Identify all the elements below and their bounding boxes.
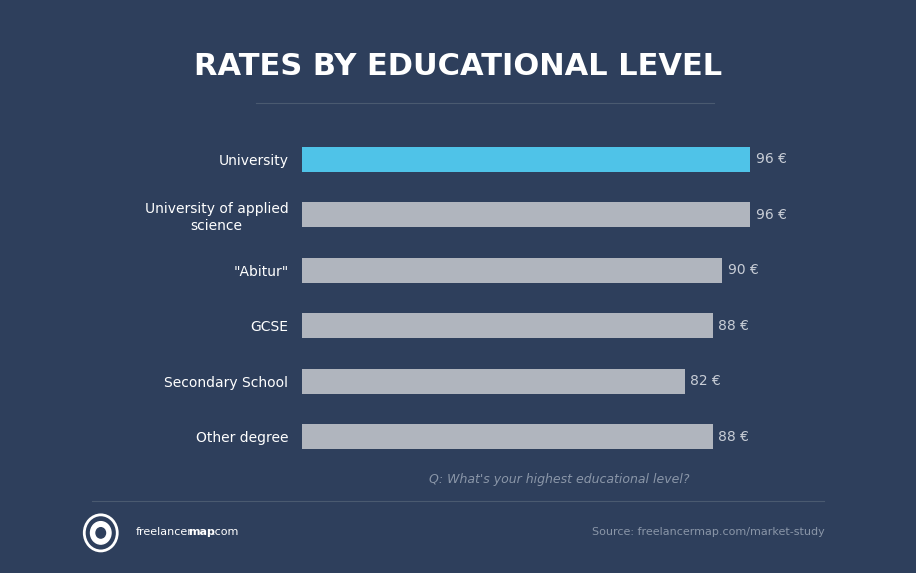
Bar — [302, 313, 713, 338]
Text: .com: .com — [212, 527, 239, 537]
Text: RATES BY EDUCATIONAL LEVEL: RATES BY EDUCATIONAL LEVEL — [194, 52, 722, 81]
Bar — [302, 368, 684, 394]
Bar — [302, 258, 722, 282]
Text: 96 €: 96 € — [756, 152, 787, 166]
Text: Source: freelancermap.com/market-study: Source: freelancermap.com/market-study — [592, 527, 824, 537]
Bar — [302, 147, 750, 172]
Text: Q: What's your highest educational level?: Q: What's your highest educational level… — [429, 473, 689, 486]
Text: freelancer: freelancer — [136, 527, 192, 537]
Text: 88 €: 88 € — [718, 319, 749, 333]
Text: 88 €: 88 € — [718, 430, 749, 444]
Text: 96 €: 96 € — [756, 208, 787, 222]
Text: 82 €: 82 € — [691, 374, 721, 388]
Bar — [302, 424, 713, 449]
Circle shape — [91, 521, 111, 544]
Text: 90 €: 90 € — [727, 263, 758, 277]
Circle shape — [96, 528, 105, 538]
Text: map: map — [188, 527, 214, 537]
Bar — [302, 202, 750, 227]
